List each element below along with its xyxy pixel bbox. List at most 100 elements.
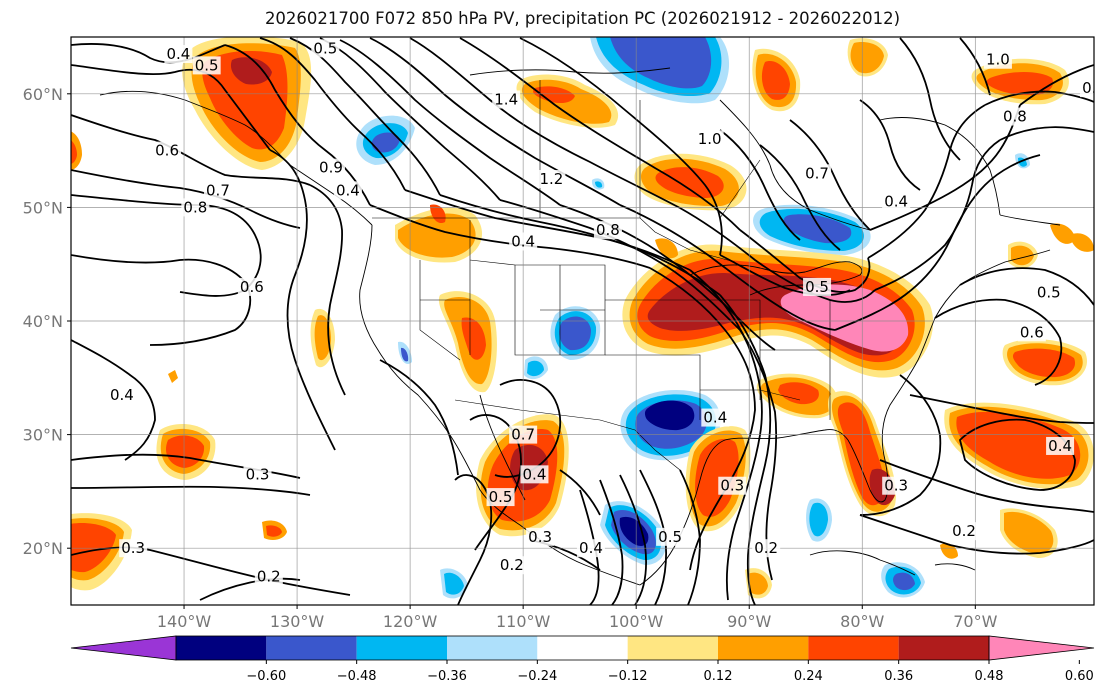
contour-label: 0.4 xyxy=(166,45,190,63)
colorbar-block xyxy=(718,636,809,660)
contour-label-bg xyxy=(593,221,622,240)
contour-gulf-2 xyxy=(619,474,648,605)
contour-label: 0.4 xyxy=(703,409,727,427)
contour-label-bg xyxy=(752,539,781,558)
contour-label: 0.3 xyxy=(720,477,744,495)
colorbar-label: 0.60 xyxy=(1065,669,1094,684)
newfoundland xyxy=(999,214,1061,226)
colorbar-block xyxy=(537,636,628,660)
contour-label-bg xyxy=(526,527,555,546)
contour-label: 0.4 xyxy=(110,386,134,404)
contour-label-bg xyxy=(243,465,272,484)
contour-gulf-5 xyxy=(679,469,701,605)
contour-03-atl xyxy=(879,459,1094,513)
contour-10-ne xyxy=(1019,64,1094,106)
contour-04-coast xyxy=(309,184,346,396)
contour-label: 0.3 xyxy=(246,465,270,483)
shade-pacific xyxy=(156,370,287,540)
contour-label: 0.5 xyxy=(313,39,337,57)
contour-label-bg xyxy=(520,465,549,484)
contour-label: 0.4 xyxy=(523,465,547,483)
contour-main-2 xyxy=(339,39,561,206)
contour-06-trough xyxy=(719,294,772,605)
shade-north xyxy=(516,37,1094,269)
contour-label: 1.0 xyxy=(698,130,722,148)
contour-07-canada xyxy=(789,119,871,231)
contour-07-ne2 xyxy=(959,37,991,96)
lat-tick-label: 20°N xyxy=(23,539,63,558)
contour-05-trough xyxy=(689,269,763,601)
state-lines-d xyxy=(469,220,516,266)
contour-label: 0.6 xyxy=(155,142,179,160)
lat-tick-label: 50°N xyxy=(23,198,63,217)
colorbar-block xyxy=(627,636,718,660)
contour-label: 0.8 xyxy=(1003,108,1027,126)
hudson-bay xyxy=(719,99,871,231)
gulf-atlantic-coast xyxy=(639,249,1051,586)
contour-label: 0.4 xyxy=(336,181,360,199)
contour-label: 0.5 xyxy=(195,56,219,74)
labrador xyxy=(879,117,1001,216)
contour-09-west xyxy=(269,149,336,451)
contour-label: 0.2 xyxy=(754,539,778,557)
colorbar-label: −0.48 xyxy=(337,669,377,684)
lon-tick-label: 120°W xyxy=(383,612,438,631)
arctic-coast xyxy=(469,67,671,76)
contour-label-bg xyxy=(803,164,832,183)
contour-08-ne xyxy=(984,90,1094,106)
contour-label-bg xyxy=(983,50,1012,69)
contour-label-bg xyxy=(181,198,210,217)
contour-label-bg xyxy=(882,192,911,211)
contour-14-alaska xyxy=(259,37,406,191)
colorbar-outline xyxy=(175,635,990,661)
contour-label: 0.8 xyxy=(596,221,620,239)
contour-label-bg xyxy=(107,385,136,404)
contour-label: 1.0 xyxy=(986,51,1010,69)
latitude-ticks: 60°N 50°N 40°N 30°N 20°N xyxy=(23,85,71,558)
us-canada-border xyxy=(372,217,736,263)
shade-canada-west xyxy=(356,115,483,263)
lon-tick-label: 80°W xyxy=(840,612,884,631)
contour-label: 0.4 xyxy=(1048,437,1072,455)
contour-10-canada xyxy=(719,129,801,241)
contour-main-4 xyxy=(409,37,681,209)
contour-label-bg xyxy=(164,45,193,64)
contour-labels: 0.40.50.50.60.70.80.90.41.41.21.00.40.80… xyxy=(107,39,1105,586)
contour-main-3 xyxy=(369,37,621,206)
contour-04-loop xyxy=(959,418,1076,491)
contour-label-bg xyxy=(497,556,526,575)
contour-label-bg xyxy=(237,277,266,296)
contour-label-bg xyxy=(203,181,232,200)
colorbar-label: −0.36 xyxy=(427,669,467,684)
contour-label-bg xyxy=(695,130,724,149)
state-lines-c xyxy=(419,260,471,361)
contour-05-atl xyxy=(959,267,1094,306)
lon-tick-label: 100°W xyxy=(609,612,664,631)
contour-main-6 xyxy=(519,37,723,256)
lon-tick-label: 70°W xyxy=(953,612,997,631)
contour-label-bg xyxy=(254,567,283,586)
contour-label-bg xyxy=(656,527,685,546)
contour-label-bg xyxy=(509,232,538,251)
contour-label: 0.7 xyxy=(511,426,535,444)
contour-04-atl xyxy=(909,394,1094,424)
contour-label-bg xyxy=(153,141,182,160)
contour-label: 0.5 xyxy=(489,488,513,506)
contour-label: 0.4 xyxy=(579,539,603,557)
contour-label-bg xyxy=(1000,107,1029,126)
contour-label: 0.6 xyxy=(1020,323,1044,341)
contour-label: 0.7 xyxy=(1082,79,1105,97)
contour-label-bg xyxy=(333,181,362,200)
contour-09-ne2 xyxy=(859,99,921,191)
colorbar-label: −0.60 xyxy=(246,669,286,684)
contour-08-canada xyxy=(759,144,841,251)
contour-06-ne xyxy=(867,104,986,259)
contour-label: 0.5 xyxy=(805,278,829,296)
pv-contours xyxy=(71,37,1094,605)
contour-main-5 xyxy=(459,37,741,231)
colorbar-label: −0.12 xyxy=(608,669,648,684)
contour-04-w xyxy=(71,339,156,461)
shade-four-corners xyxy=(524,306,601,380)
contour-10-mid xyxy=(499,199,741,331)
